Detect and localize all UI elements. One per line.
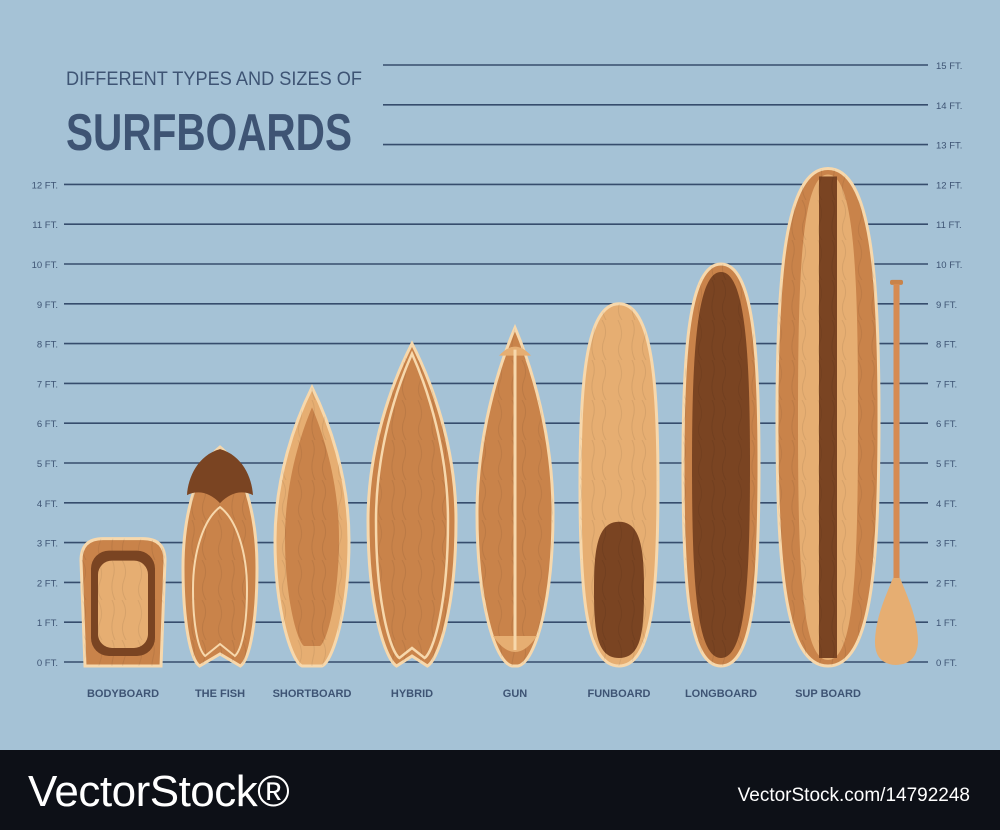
right-scale-label: 11 FT. — [936, 220, 962, 231]
board-grain — [777, 168, 879, 667]
surfboard-long: LONGBOARD — [681, 262, 761, 700]
watermark-footer: VectorStock® VectorStock.com/14792248 — [0, 750, 1000, 830]
right-scale-label: 1 FT. — [936, 618, 957, 629]
right-scale-label: 12 FT. — [936, 180, 962, 191]
left-scale-label: 6 FT. — [37, 419, 58, 430]
board-grain — [683, 264, 759, 666]
left-scale-label: 8 FT. — [37, 340, 58, 351]
paddle-grip — [890, 279, 903, 285]
board-grain — [275, 387, 349, 666]
right-scale-label: 14 FT. — [936, 101, 962, 112]
left-scale-label: 0 FT. — [37, 658, 58, 669]
board-grain — [183, 447, 257, 666]
left-scale-label: 1 FT. — [37, 618, 58, 629]
board-label: SHORTBOARD — [273, 688, 352, 700]
chart-title: SURFBOARDS — [66, 104, 352, 162]
watermark-url: VectorStock.com/14792248 — [737, 785, 970, 806]
left-scale-label: 11 FT. — [32, 220, 58, 231]
left-scale-label: 5 FT. — [37, 459, 58, 470]
right-scale-label: 9 FT. — [936, 300, 957, 311]
surfboard-fish: THE FISH — [181, 445, 259, 700]
board-grain — [580, 303, 658, 666]
board-label: FUNBOARD — [588, 688, 651, 700]
left-scale-label: 3 FT. — [37, 539, 58, 550]
board-grain — [368, 343, 456, 666]
board-label: SUP BOARD — [795, 688, 861, 700]
paddle-shaft — [893, 283, 900, 584]
right-scale-label: 0 FT. — [936, 658, 957, 669]
chart-subtitle: DIFFERENT TYPES AND SIZES OF — [66, 69, 362, 90]
board-label: BODYBOARD — [87, 688, 159, 700]
left-scale-label: 10 FT. — [32, 260, 58, 271]
surfboard-short: SHORTBOARD — [273, 384, 352, 700]
surfboard-fun: FUNBOARD — [578, 302, 660, 700]
left-scale-label: 12 FT. — [32, 180, 58, 191]
board-rail-line — [374, 350, 450, 660]
right-scale-label: 5 FT. — [936, 459, 957, 470]
surfboard-size-chart: 0 FT. 1 FT. 2 FT. 3 FT. 4 FT. 5 FT. 6 FT. 7 FT.… — [32, 61, 963, 700]
right-scale-label: 3 FT. — [936, 539, 957, 550]
right-scale-label: 7 FT. — [936, 379, 957, 390]
surfboard-body: BODYBOARD — [79, 537, 167, 700]
right-scale-label: 4 FT. — [936, 499, 957, 510]
board-label: GUN — [503, 688, 528, 700]
board-nose-inlay — [187, 449, 253, 504]
board-label: LONGBOARD — [685, 688, 757, 700]
board-label: THE FISH — [195, 688, 245, 700]
right-scale-label: 13 FT. — [936, 141, 962, 152]
sup-paddle — [874, 279, 918, 665]
left-scale-label: 9 FT. — [37, 300, 58, 311]
surfboard-hybrid: HYBRID — [366, 340, 458, 700]
right-scale-label: 2 FT. — [936, 578, 957, 589]
left-scale-label: 2 FT. — [37, 578, 58, 589]
right-scale-label: 6 FT. — [936, 419, 957, 430]
left-scale-label: 4 FT. — [37, 499, 58, 510]
surfboard-sup: SUP BOARD — [775, 166, 881, 700]
board-stringer — [191, 505, 249, 658]
surfboard-gun: GUN — [475, 323, 555, 700]
right-scale-label: 15 FT. — [936, 61, 962, 72]
right-scale-label: 8 FT. — [936, 340, 957, 351]
watermark-brand: VectorStock® — [28, 767, 290, 816]
board-grain — [98, 560, 148, 648]
left-scale-label: 7 FT. — [37, 379, 58, 390]
paddle-blade — [874, 578, 918, 665]
right-scale-label: 10 FT. — [936, 260, 962, 271]
board-label: HYBRID — [391, 688, 433, 700]
